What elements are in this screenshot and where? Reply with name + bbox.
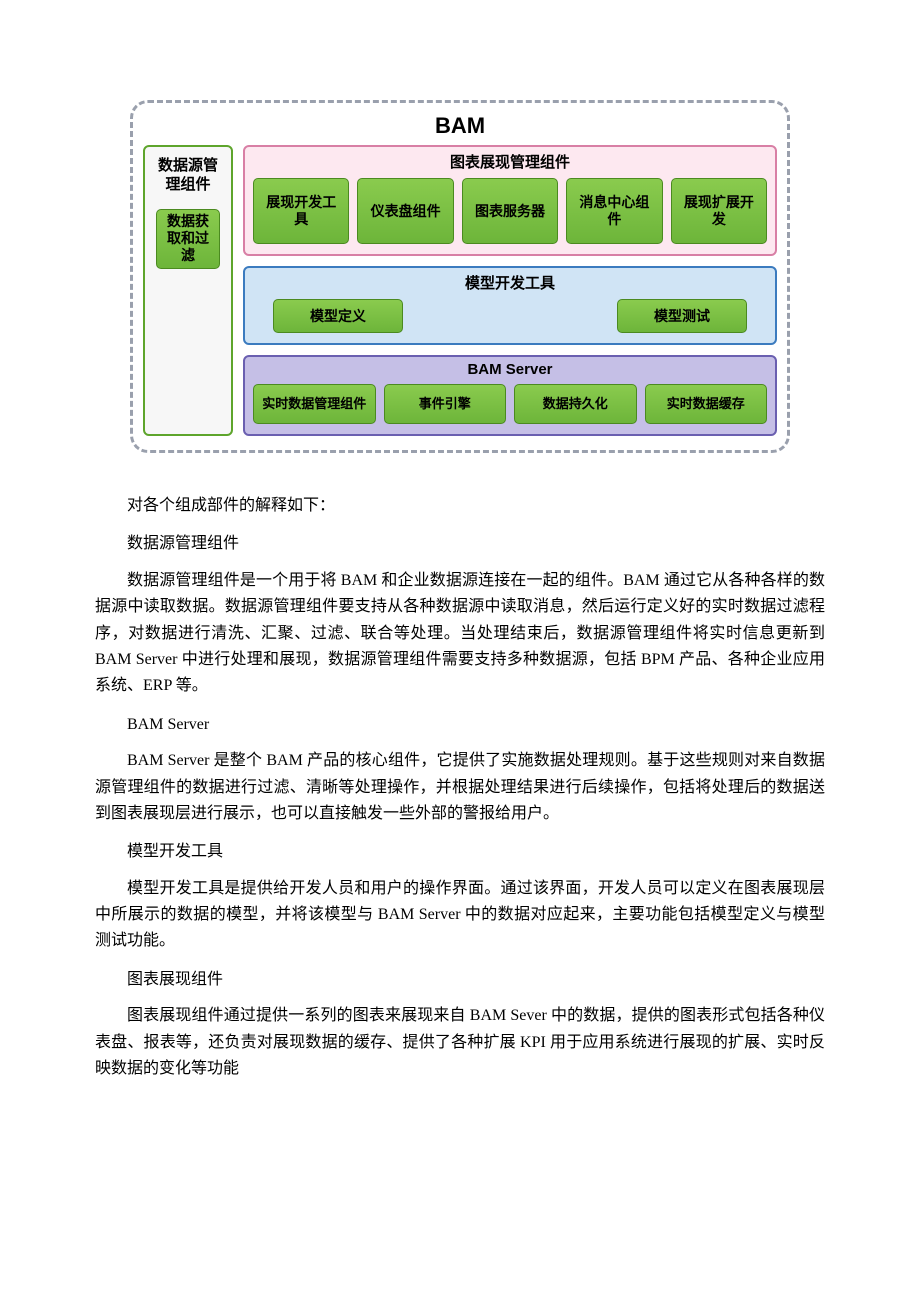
display-extension-dev-block: 展现扩展开发 (671, 178, 767, 244)
display-dev-tool-block: 展现开发工具 (253, 178, 349, 244)
chart-section-title: 图表展现管理组件 (253, 151, 767, 172)
paragraph-datasource: 数据源管理组件是一个用于将 BAM 和企业数据源连接在一起的组件。BAM 通过它… (95, 568, 825, 700)
chart-server-block: 图表服务器 (462, 178, 558, 244)
paragraph-modeldev: 模型开发工具是提供给开发人员和用户的操作界面。通过该界面，开发人员可以定义在图表… (95, 876, 825, 955)
paragraph-bamserver: BAM Server 是整个 BAM 产品的核心组件，它提供了实施数据处理规则。… (95, 748, 825, 827)
datasource-title: 数据源管理组件 (151, 153, 225, 203)
model-section-title: 模型开发工具 (253, 272, 767, 293)
realtime-cache-block: 实时数据缓存 (645, 384, 768, 424)
bam-server-section: BAM Server 实时数据管理组件 事件引擎 数据持久化 实时数据缓存 (243, 355, 777, 436)
heading-modeldev: 模型开发工具 (95, 839, 825, 865)
datasource-mgmt-component: 数据源管理组件 数据获取和过滤 (143, 145, 233, 436)
heading-bamserver: BAM Server (95, 712, 825, 738)
realtime-data-mgmt-block: 实时数据管理组件 (253, 384, 376, 424)
heading-datasource: 数据源管理组件 (95, 531, 825, 557)
message-center-block: 消息中心组件 (566, 178, 662, 244)
heading-chartdisplay: 图表展现组件 (95, 967, 825, 993)
diagram-title: BAM (143, 113, 777, 139)
body-text: 对各个组成部件的解释如下： 数据源管理组件 数据源管理组件是一个用于将 BAM … (95, 493, 825, 1082)
model-dev-section: 模型开发工具 模型定义 模型测试 (243, 266, 777, 345)
model-define-block: 模型定义 (273, 299, 403, 333)
dashboard-component-block: 仪表盘组件 (357, 178, 453, 244)
chart-display-section: 图表展现管理组件 展现开发工具 仪表盘组件 图表服务器 消息中心组件 展现扩展开… (243, 145, 777, 256)
diagram-frame: BAM 数据源管理组件 数据获取和过滤 图表展现管理组件 展现开发工具 仪表盘组… (130, 100, 790, 453)
server-section-title: BAM Server (253, 361, 767, 378)
paragraph-chartdisplay: 图表展现组件通过提供一系列的图表来展现来自 BAM Sever 中的数据，提供的… (95, 1003, 825, 1082)
intro-paragraph: 对各个组成部件的解释如下： (95, 493, 825, 519)
data-persistence-block: 数据持久化 (514, 384, 637, 424)
data-acquire-filter-block: 数据获取和过滤 (156, 209, 220, 269)
bam-architecture-diagram: BAM 数据源管理组件 数据获取和过滤 图表展现管理组件 展现开发工具 仪表盘组… (130, 100, 790, 453)
event-engine-block: 事件引擎 (384, 384, 507, 424)
model-test-block: 模型测试 (617, 299, 747, 333)
